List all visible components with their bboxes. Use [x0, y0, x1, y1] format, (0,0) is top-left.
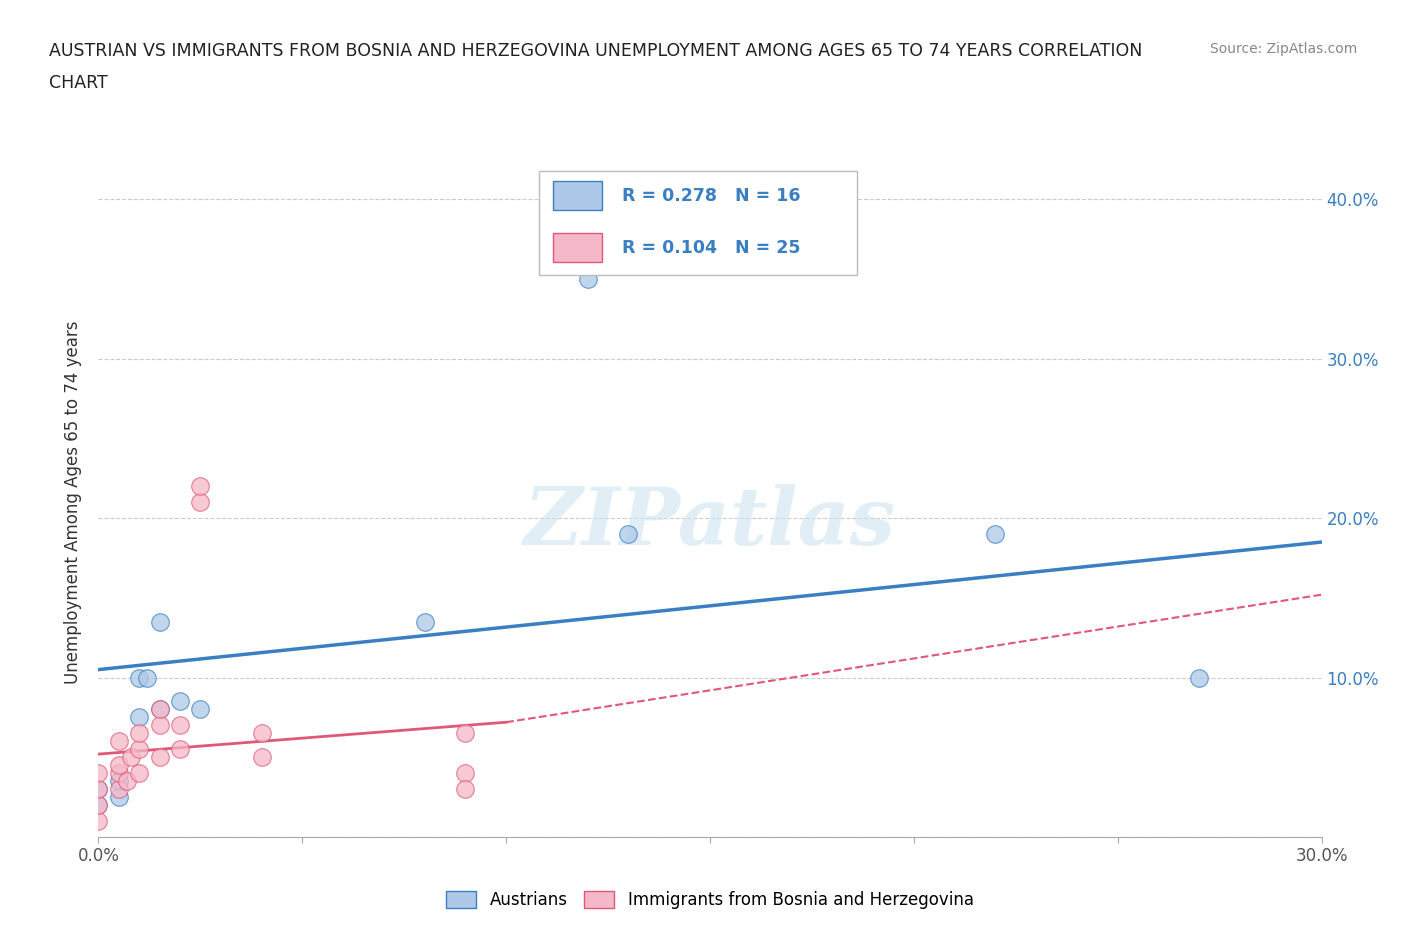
Point — [108, 758, 131, 773]
Point — [454, 726, 477, 741]
Point — [87, 765, 110, 780]
Point — [413, 615, 436, 630]
Point — [149, 702, 172, 717]
Point — [128, 726, 150, 741]
Legend: Austrians, Immigrants from Bosnia and Herzegovina: Austrians, Immigrants from Bosnia and He… — [440, 884, 980, 916]
Point — [128, 671, 150, 685]
Point — [115, 774, 138, 789]
Point — [576, 272, 599, 286]
Point — [87, 782, 110, 797]
Text: CHART: CHART — [49, 74, 108, 92]
Point — [149, 702, 172, 717]
Point — [87, 782, 110, 797]
Y-axis label: Unemployment Among Ages 65 to 74 years: Unemployment Among Ages 65 to 74 years — [65, 321, 83, 684]
Text: R = 0.104   N = 25: R = 0.104 N = 25 — [621, 239, 800, 257]
Point — [169, 742, 191, 757]
Point — [149, 718, 172, 733]
Text: Source: ZipAtlas.com: Source: ZipAtlas.com — [1209, 42, 1357, 56]
Point — [128, 765, 150, 780]
Point — [120, 750, 142, 764]
Point — [149, 750, 172, 764]
Point — [188, 495, 212, 510]
Text: R = 0.278   N = 16: R = 0.278 N = 16 — [621, 187, 800, 205]
Point — [128, 710, 150, 724]
Point — [188, 702, 212, 717]
Bar — [554, 181, 602, 210]
Point — [87, 798, 110, 813]
Point — [136, 671, 159, 685]
Point — [250, 750, 273, 764]
FancyBboxPatch shape — [538, 171, 856, 274]
Point — [108, 790, 131, 804]
Point — [108, 774, 131, 789]
Point — [984, 526, 1007, 541]
Point — [128, 742, 150, 757]
Point — [108, 782, 131, 797]
Point — [87, 814, 110, 829]
Point — [617, 526, 640, 541]
Point — [108, 734, 131, 749]
Point — [169, 718, 191, 733]
Point — [149, 615, 172, 630]
Point — [454, 765, 477, 780]
Point — [250, 726, 273, 741]
Text: AUSTRIAN VS IMMIGRANTS FROM BOSNIA AND HERZEGOVINA UNEMPLOYMENT AMONG AGES 65 TO: AUSTRIAN VS IMMIGRANTS FROM BOSNIA AND H… — [49, 42, 1143, 60]
Point — [188, 479, 212, 494]
Point — [1188, 671, 1211, 685]
Point — [454, 782, 477, 797]
Point — [108, 765, 131, 780]
Bar — [554, 233, 602, 262]
Text: ZIPatlas: ZIPatlas — [524, 484, 896, 561]
Point — [87, 798, 110, 813]
Point — [169, 694, 191, 709]
